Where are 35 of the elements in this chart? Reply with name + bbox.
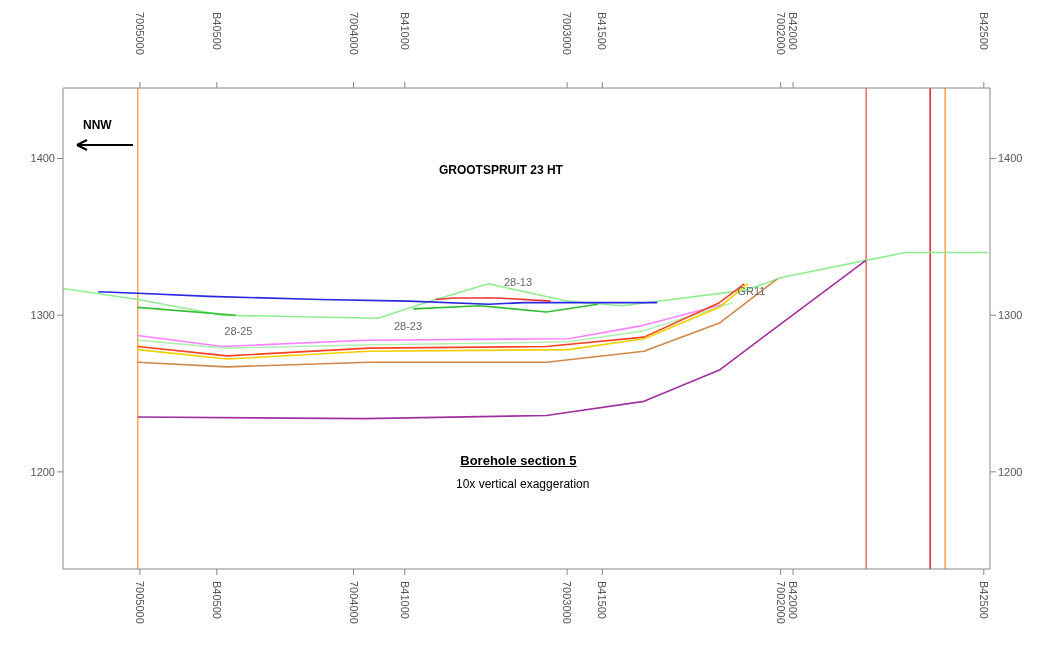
y-tick-label: 1400 bbox=[30, 152, 55, 165]
x2-tick-label: B40500 bbox=[210, 12, 223, 50]
annotation: 28-25 bbox=[224, 324, 253, 337]
y2-tick-label: 1300 bbox=[998, 309, 1023, 322]
annotation: GROOTSPRUIT 23 HT bbox=[438, 163, 563, 177]
x-tick-label: 7005000 bbox=[134, 581, 147, 624]
x2-tick-label: 7004000 bbox=[347, 12, 360, 55]
x2-tick-label: 7003000 bbox=[561, 12, 574, 55]
line-series bbox=[136, 278, 778, 368]
x-tick-label: B42500 bbox=[977, 581, 990, 619]
annotation: 28-23 bbox=[393, 319, 423, 332]
y-tick-label: 1200 bbox=[30, 465, 55, 478]
x-tick-label: 7002000 bbox=[774, 581, 787, 624]
x2-tick-label: 7002000 bbox=[774, 12, 787, 55]
x-tick-label: B40500 bbox=[210, 581, 223, 619]
line-series bbox=[63, 251, 990, 320]
x2-tick-label: B42500 bbox=[977, 12, 990, 50]
x2-tick-label: B42000 bbox=[787, 12, 800, 50]
y2-tick-label: 1200 bbox=[998, 465, 1023, 478]
y2-tick-label: 1400 bbox=[998, 152, 1023, 165]
x2-tick-label: B41000 bbox=[398, 12, 411, 50]
annotation: NNW bbox=[83, 118, 112, 132]
line-series bbox=[136, 259, 867, 420]
x-tick-label: 7003000 bbox=[561, 581, 574, 624]
annotation: 28-13 bbox=[503, 275, 533, 288]
x-tick-label: B42000 bbox=[787, 581, 800, 619]
text: Borehole section 5 bbox=[460, 453, 577, 469]
text: 10x vertical exaggeration bbox=[456, 477, 590, 492]
line-series bbox=[97, 290, 659, 306]
x2-tick-label: B41500 bbox=[596, 12, 609, 50]
x2-tick-label: 7005000 bbox=[134, 12, 147, 55]
x-tick-label: B41000 bbox=[398, 581, 411, 619]
x-tick-label: B41500 bbox=[596, 581, 609, 619]
x-tick-label: 7004000 bbox=[347, 581, 360, 624]
y-tick-label: 1300 bbox=[30, 309, 55, 322]
